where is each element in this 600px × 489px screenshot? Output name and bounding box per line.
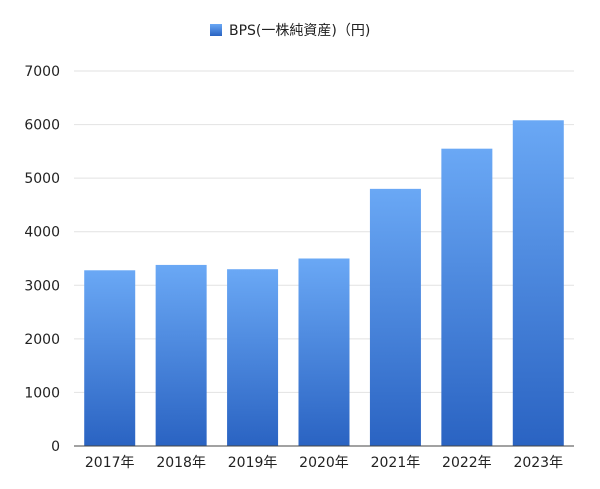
x-tick-label: 2018年	[156, 455, 206, 471]
x-tick-label: 2023年	[513, 455, 563, 471]
y-tick-label: 7000	[24, 64, 60, 80]
y-tick-label: 5000	[24, 171, 60, 187]
x-axis-tick-labels: 2017年 2018年 2019年 2020年 2021年 2022年 2023年	[85, 455, 563, 471]
x-tick-label: 2019年	[228, 455, 278, 471]
x-tick-label: 2017年	[85, 455, 135, 471]
bars	[84, 120, 564, 447]
x-tick-label: 2022年	[442, 455, 492, 471]
y-tick-label: 3000	[24, 278, 60, 294]
y-tick-label: 2000	[24, 332, 60, 348]
y-axis-tick-labels: 0 1000 2000 3000 4000 5000 6000 7000	[24, 64, 60, 455]
bar	[227, 269, 279, 446]
bar	[512, 120, 564, 447]
bar	[298, 258, 350, 446]
y-tick-label: 4000	[24, 225, 60, 241]
bar	[84, 270, 136, 446]
legend: BPS(一株純資産)（円)	[210, 23, 370, 39]
y-tick-label: 1000	[24, 385, 60, 401]
x-tick-label: 2020年	[299, 455, 349, 471]
legend-label: BPS(一株純資産)（円)	[229, 23, 370, 39]
legend-swatch	[210, 24, 222, 36]
bar	[441, 148, 493, 446]
y-tick-label: 0	[51, 439, 60, 455]
bar	[155, 264, 207, 446]
y-tick-label: 6000	[24, 118, 60, 134]
bar	[369, 188, 421, 446]
x-tick-label: 2021年	[371, 455, 421, 471]
